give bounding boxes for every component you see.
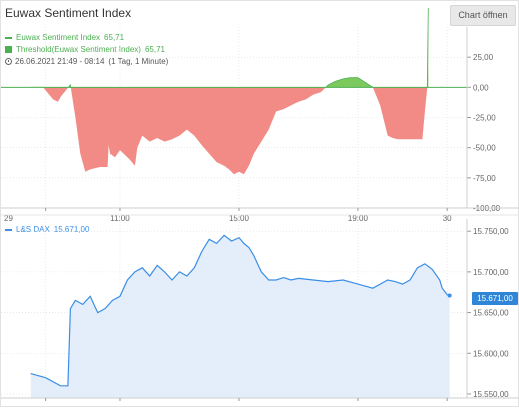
dax-area — [30, 235, 450, 398]
legend-threshold-value: 65,71 — [144, 45, 165, 54]
legend-series-label: Euwax Sentiment Index — [16, 33, 101, 42]
legend-dax-value: 15.671,00 — [53, 225, 90, 234]
sentiment-y-tick-label: -75,00 — [473, 174, 496, 183]
dax-y-tick-label: 15.650,00 — [473, 309, 509, 318]
sentiment-x-tick-label: 29 — [4, 214, 13, 223]
legend-series-value: 65,71 — [104, 33, 125, 42]
sentiment-y-tick-label: 25,00 — [473, 53, 494, 62]
sentiment-y-tick-label: -25,00 — [473, 114, 496, 123]
dax-last-point — [447, 293, 452, 298]
legend-threshold: Threshold(Euwax Sentiment Index) 65,71 — [5, 45, 165, 54]
legend-threshold-label: Threshold(Euwax Sentiment Index) — [16, 45, 141, 54]
dax-y-tick-label: 15.700,00 — [473, 268, 509, 277]
sentiment-x-tick-label: 30 — [443, 214, 452, 223]
dax-y-tick-label: 15.600,00 — [473, 349, 509, 358]
widget-title: Euwax Sentiment Index — [5, 6, 132, 20]
current-price-tag: 15.671,00 — [472, 292, 518, 305]
sentiment-x-tick-label: 15:00 — [229, 214, 250, 223]
sentiment-y-tick-label: 0,00 — [473, 83, 489, 92]
legend-range: 26.06.2021 21:49 - 08:14 (1 Tag, 1 Minut… — [5, 57, 168, 66]
green-line-icon — [5, 36, 12, 39]
legend-range-text: 26.06.2021 21:49 - 08:14 — [15, 57, 105, 66]
dax-series-line — [30, 234, 450, 387]
legend-series: Euwax Sentiment Index 65,71 — [5, 33, 124, 42]
sentiment-x-tick-label: 19:00 — [348, 214, 369, 223]
legend-dax: L&S DAX 15.671,00 — [5, 225, 89, 234]
sentiment-y-tick-label: -50,00 — [473, 144, 496, 153]
legend-interval-text: (1 Tag, 1 Minute) — [108, 57, 169, 66]
sentiment-x-tick-label: 11:00 — [110, 214, 130, 223]
blue-line-icon — [5, 228, 12, 231]
dax-y-tick-label: 15.550,00 — [473, 390, 509, 399]
sentiment-negative-area — [43, 87, 428, 175]
dax-y-tick-label: 15.750,00 — [473, 227, 509, 236]
open-chart-button[interactable]: Chart öffnen — [450, 5, 516, 26]
legend-dax-label: L&S DAX — [16, 225, 50, 234]
clock-icon — [5, 58, 12, 65]
green-square-icon — [5, 46, 12, 53]
